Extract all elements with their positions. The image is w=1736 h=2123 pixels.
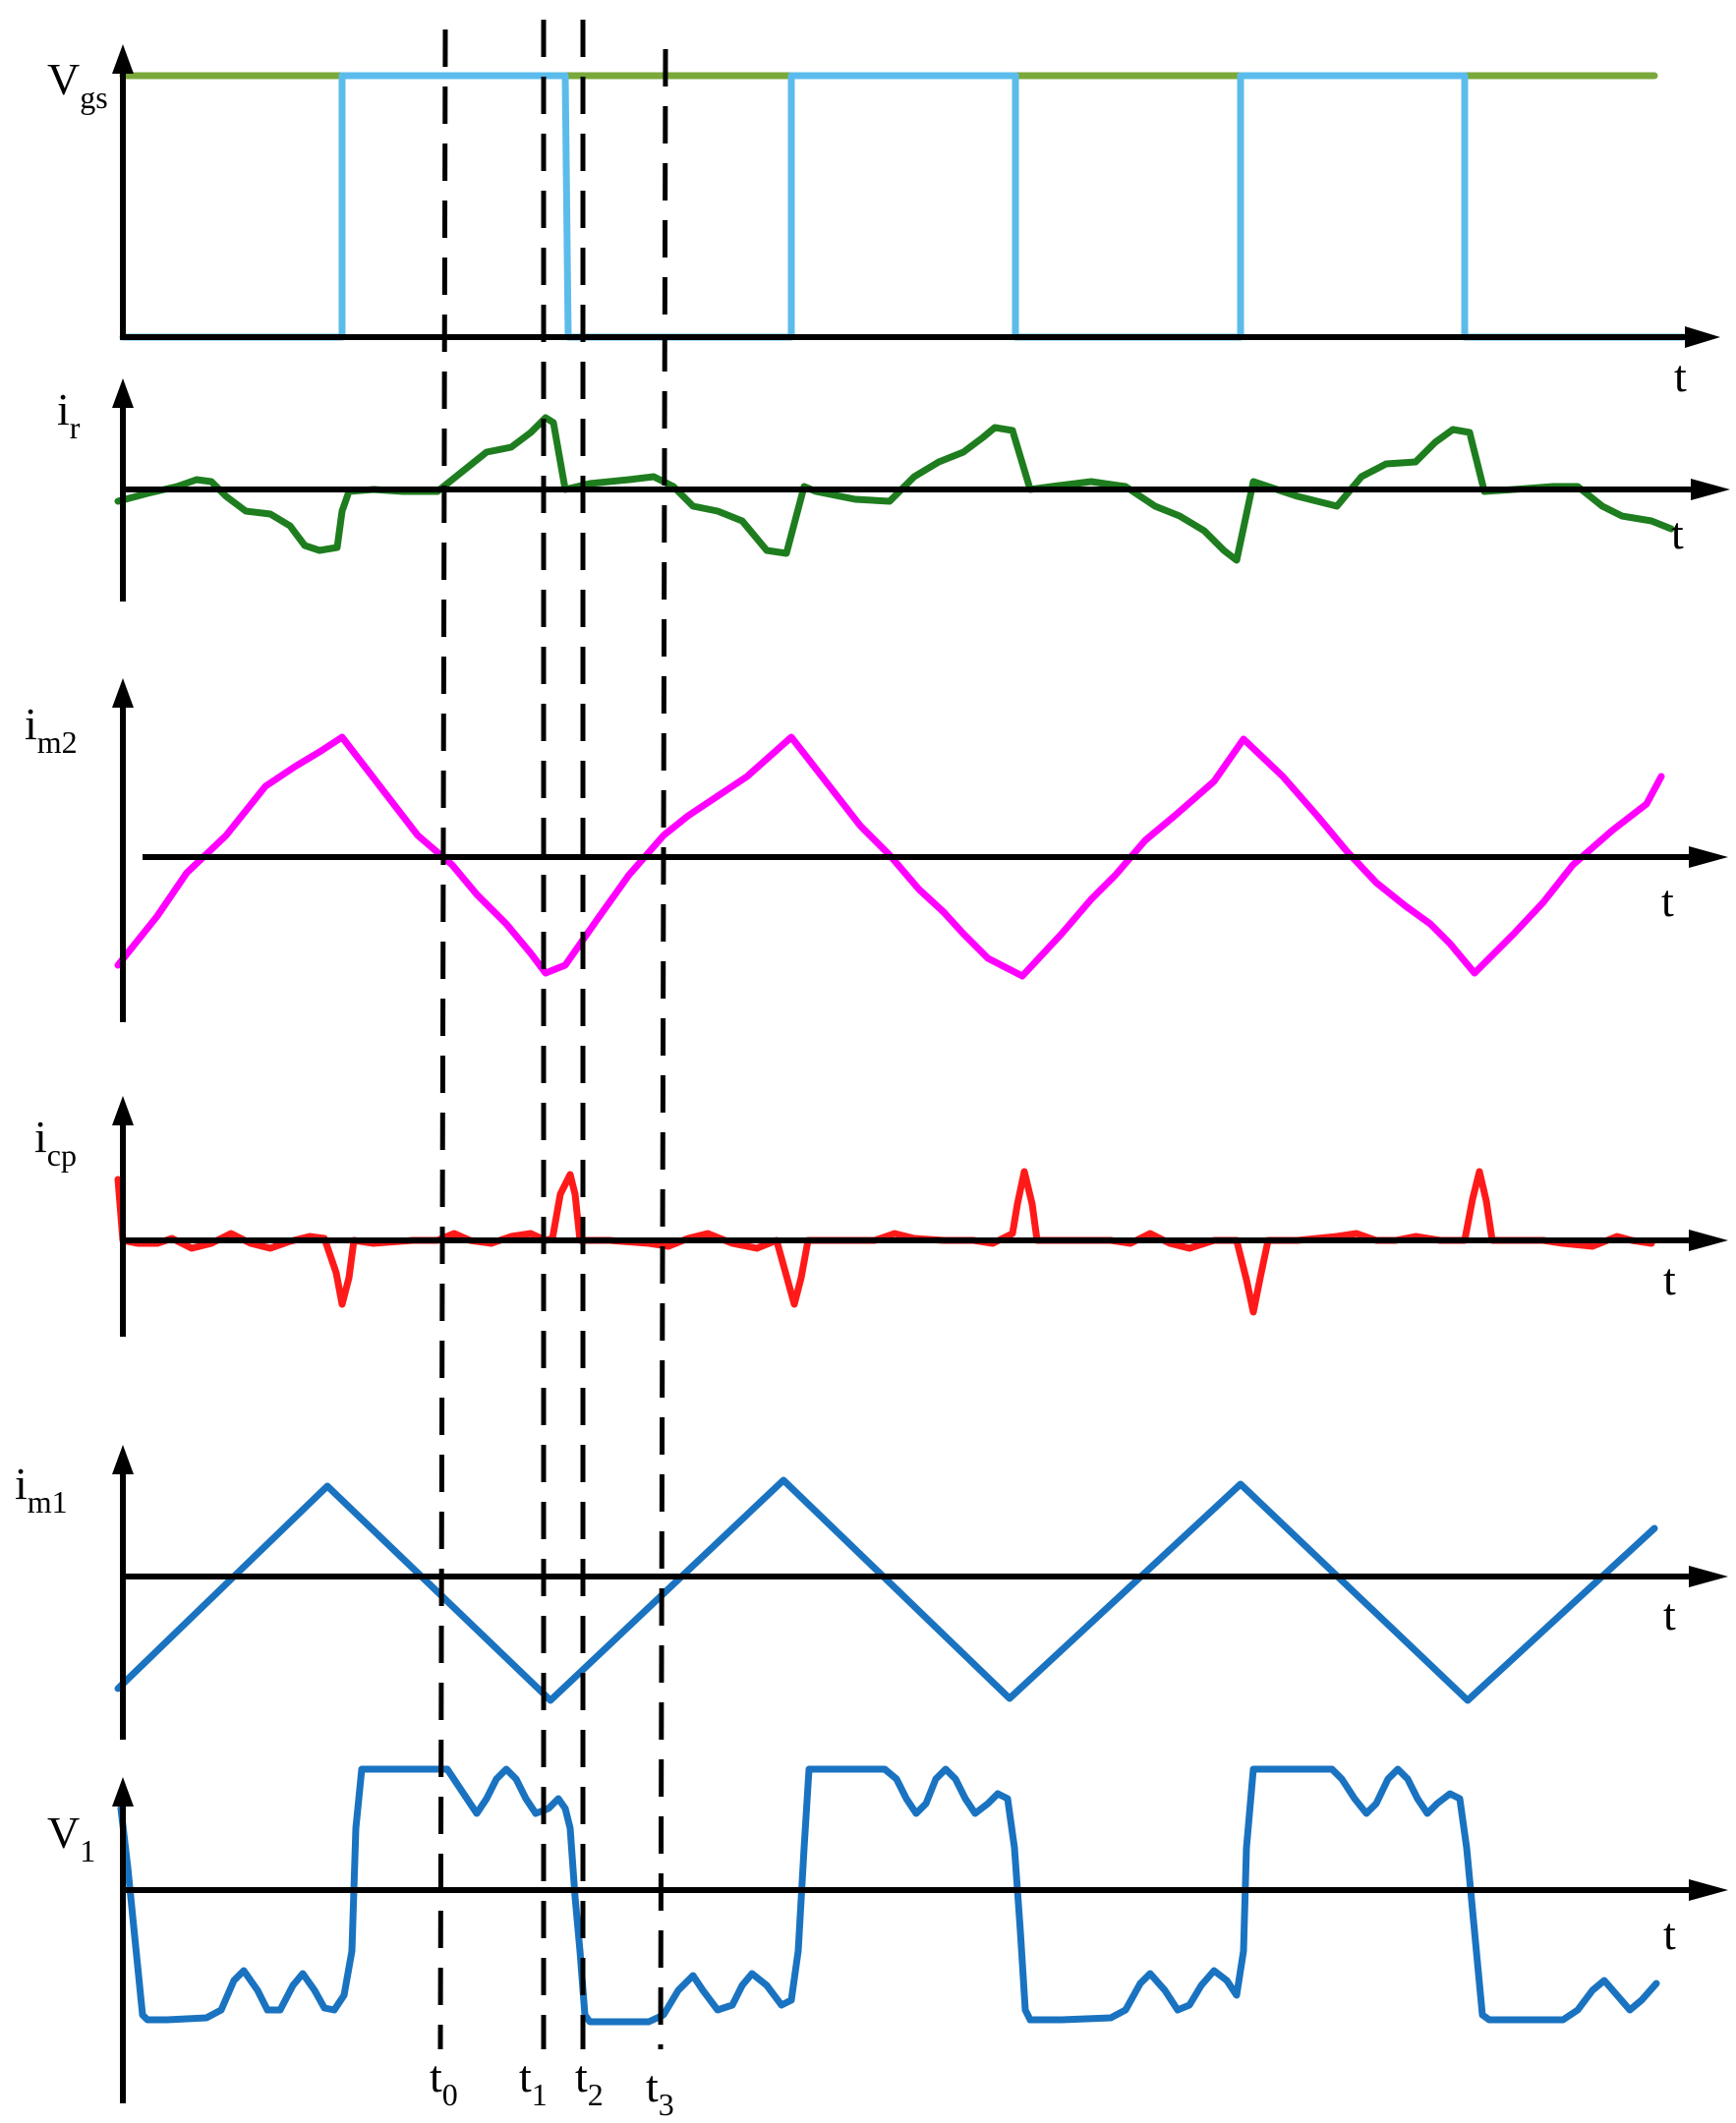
ir-y-arrowhead	[112, 378, 134, 408]
v1-waveform	[117, 1765, 1660, 2026]
im2-t-label: t	[1661, 876, 1674, 926]
time-markers: t0 t1 t2 t3	[430, 20, 674, 2122]
ir-t-label: t	[1671, 508, 1684, 558]
vgs-t-arrowhead	[1685, 326, 1720, 348]
marker-t0-label: t0	[430, 2051, 458, 2112]
panel-v1: V1 t	[47, 1765, 1728, 2103]
vgs-y-arrowhead	[112, 44, 134, 74]
vgs-label: Vgs	[47, 54, 108, 115]
marker-t3-label: t3	[646, 2061, 674, 2122]
panel-ir: ir t	[57, 378, 1730, 602]
marker-t0-line	[437, 29, 448, 2050]
im1-t-arrowhead	[1689, 1566, 1728, 1587]
v1-label: V1	[47, 1807, 95, 1868]
im1-waveform	[114, 1476, 1658, 1704]
v1-t-arrowhead	[1689, 1879, 1728, 1901]
marker-t1-label: t1	[519, 2051, 548, 2112]
icp-y-arrowhead	[112, 1096, 134, 1125]
im2-waveform	[114, 733, 1665, 980]
panel-vgs: Vgs t	[47, 44, 1720, 401]
im1-label: im1	[15, 1459, 68, 1520]
panel-icp: icp t	[34, 1096, 1728, 1337]
im2-label: im2	[25, 699, 78, 760]
panel-im2: im2 t	[25, 678, 1728, 1022]
vgs-t-label: t	[1674, 351, 1687, 401]
im1-t-label: t	[1663, 1589, 1676, 1639]
im2-y-arrowhead	[112, 678, 134, 708]
im1-y-arrowhead	[112, 1445, 134, 1474]
panel-im1: im1 t	[15, 1445, 1728, 1740]
marker-t3-line	[658, 48, 668, 2050]
ir-waveform	[114, 414, 1675, 564]
v1-t-label: t	[1663, 1909, 1676, 1959]
v1-y-arrowhead	[112, 1777, 134, 1807]
icp-label: icp	[34, 1112, 77, 1173]
icp-t-arrowhead	[1689, 1230, 1728, 1251]
marker-t2-label: t2	[575, 2051, 604, 2112]
icp-t-label: t	[1663, 1254, 1676, 1304]
ir-t-arrowhead	[1691, 479, 1730, 500]
im2-t-arrowhead	[1689, 846, 1728, 868]
vgs-gate-waveform	[119, 72, 1687, 341]
ir-label: ir	[57, 384, 81, 445]
